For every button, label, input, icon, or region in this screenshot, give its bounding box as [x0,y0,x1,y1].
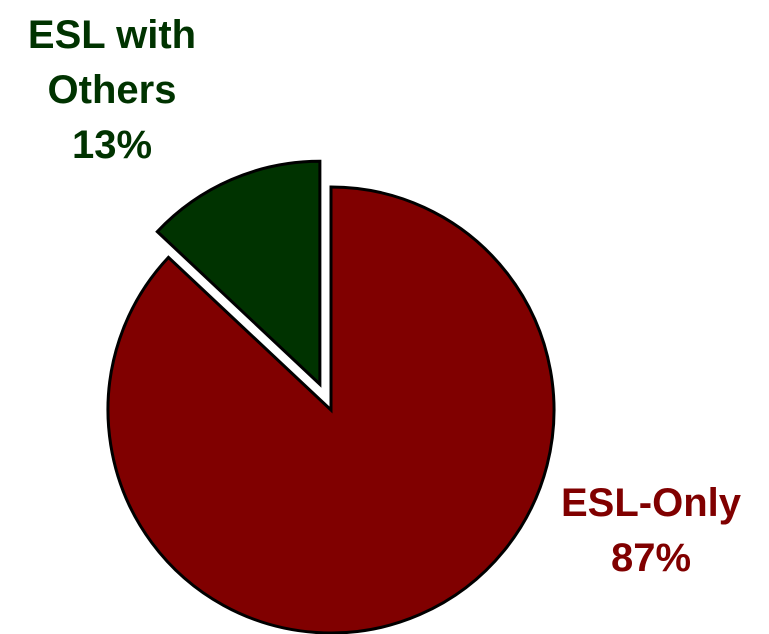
slice-label-esl-with-others-line-0: ESL with [28,13,196,57]
slice-label-esl-only-line-0: ESL-Only [561,481,742,525]
slices-layer [106,159,556,634]
slice-label-esl-with-others-line-1: Others [48,68,177,112]
pie-slice-esl-with-others [155,159,322,388]
slice-label-esl-with-others-line-2: 13% [72,123,152,167]
labels-layer: ESL-Only 87% ESL with Others 13% [28,13,742,580]
pie-slice-esl-only [106,185,556,634]
slice-label-esl-only-line-1: 87% [611,536,691,580]
